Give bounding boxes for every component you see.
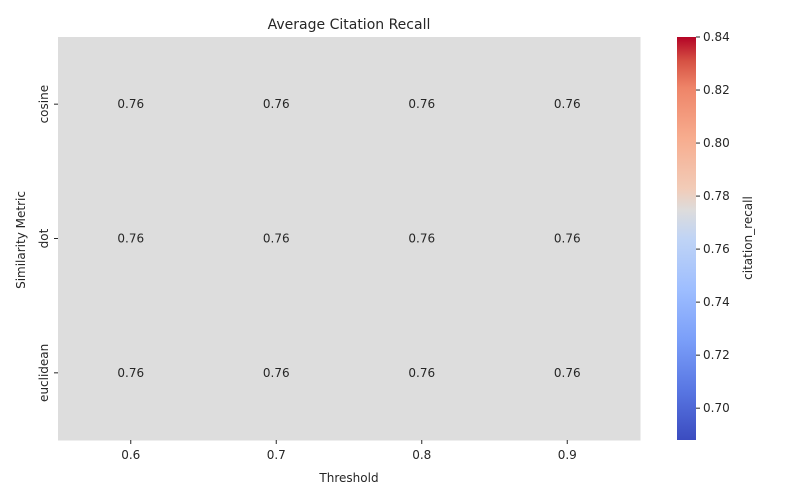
cell-label: 0.76 bbox=[554, 232, 581, 246]
heatmap-cell bbox=[58, 171, 204, 307]
heatmap-cell bbox=[349, 171, 495, 307]
colorbar-label: citation_recall bbox=[741, 196, 755, 280]
colorbar-tick-label: 0.78 bbox=[703, 189, 730, 203]
x-tick-label: 0.7 bbox=[267, 448, 286, 462]
colorbar-tick-label: 0.74 bbox=[703, 295, 730, 309]
y-tick-label: euclidean bbox=[37, 344, 51, 402]
colorbar-tick-label: 0.84 bbox=[703, 30, 730, 44]
colorbar-tick-label: 0.76 bbox=[703, 242, 730, 256]
heatmap-cell bbox=[494, 37, 641, 172]
heatmap-cell bbox=[349, 37, 495, 172]
colorbar-tick-label: 0.82 bbox=[703, 83, 730, 97]
heatmap-cell bbox=[58, 37, 204, 172]
x-tick-label: 0.8 bbox=[412, 448, 431, 462]
heatmap-cell bbox=[203, 305, 350, 441]
colorbar-tick-label: 0.70 bbox=[703, 401, 730, 415]
heatmap-cell bbox=[58, 305, 204, 441]
chart-title: Average Citation Recall bbox=[268, 17, 431, 33]
colorbar-tick-label: 0.72 bbox=[703, 348, 730, 362]
cell-label: 0.76 bbox=[554, 366, 581, 380]
y-axis: cosine dot euclidean bbox=[37, 85, 58, 402]
x-axis-label: Threshold bbox=[318, 471, 378, 485]
heatmap-cell bbox=[203, 171, 350, 307]
cell-label: 0.76 bbox=[117, 232, 144, 246]
heatmap-cell bbox=[349, 305, 495, 441]
cell-label: 0.76 bbox=[117, 366, 144, 380]
cell-label: 0.76 bbox=[408, 97, 435, 111]
y-tick-label: dot bbox=[37, 228, 51, 248]
cell-label: 0.76 bbox=[263, 232, 290, 246]
cell-label: 0.76 bbox=[263, 97, 290, 111]
cell-label: 0.76 bbox=[408, 366, 435, 380]
cell-label: 0.76 bbox=[263, 366, 290, 380]
colorbar-ticks: 0.70 0.72 0.74 0.76 0.78 0.80 0.82 0.84 bbox=[696, 30, 730, 415]
x-axis: 0.6 0.7 0.8 0.9 bbox=[121, 440, 577, 462]
x-tick-label: 0.9 bbox=[558, 448, 577, 462]
heatmap-cell bbox=[203, 37, 350, 172]
y-tick-label: cosine bbox=[37, 85, 51, 124]
x-tick-label: 0.6 bbox=[121, 448, 140, 462]
cell-label: 0.76 bbox=[408, 232, 435, 246]
colorbar bbox=[677, 37, 696, 440]
cell-label: 0.76 bbox=[554, 97, 581, 111]
heatmap-cell bbox=[494, 305, 641, 441]
colorbar-tick-label: 0.80 bbox=[703, 136, 730, 150]
heatmap-cells: 0.76 0.76 0.76 0.76 0.76 0.76 0.76 0.76 0.76 0.76… bbox=[58, 37, 641, 441]
y-axis-label: Similarity Metric bbox=[14, 191, 28, 289]
cell-label: 0.76 bbox=[117, 97, 144, 111]
heatmap-cell bbox=[494, 171, 641, 307]
